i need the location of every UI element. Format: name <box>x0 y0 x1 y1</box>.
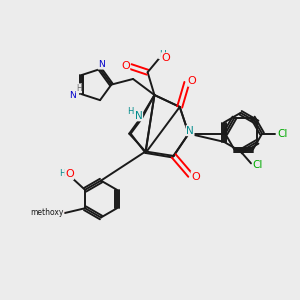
Text: methoxy: methoxy <box>30 208 64 217</box>
Text: O: O <box>121 61 130 71</box>
Text: Cl: Cl <box>278 129 288 139</box>
Text: O: O <box>188 76 197 86</box>
Text: O: O <box>191 172 200 182</box>
Text: H: H <box>159 50 165 58</box>
Text: O: O <box>161 53 170 63</box>
Text: N: N <box>70 91 76 100</box>
Text: O: O <box>65 169 74 179</box>
Text: N: N <box>98 60 105 69</box>
Text: N: N <box>186 126 194 136</box>
Text: H: H <box>59 169 66 178</box>
Text: O: O <box>55 208 64 218</box>
Text: H: H <box>128 107 134 116</box>
Text: Cl: Cl <box>252 160 263 170</box>
Text: N: N <box>135 111 142 121</box>
Text: H: H <box>76 84 82 93</box>
